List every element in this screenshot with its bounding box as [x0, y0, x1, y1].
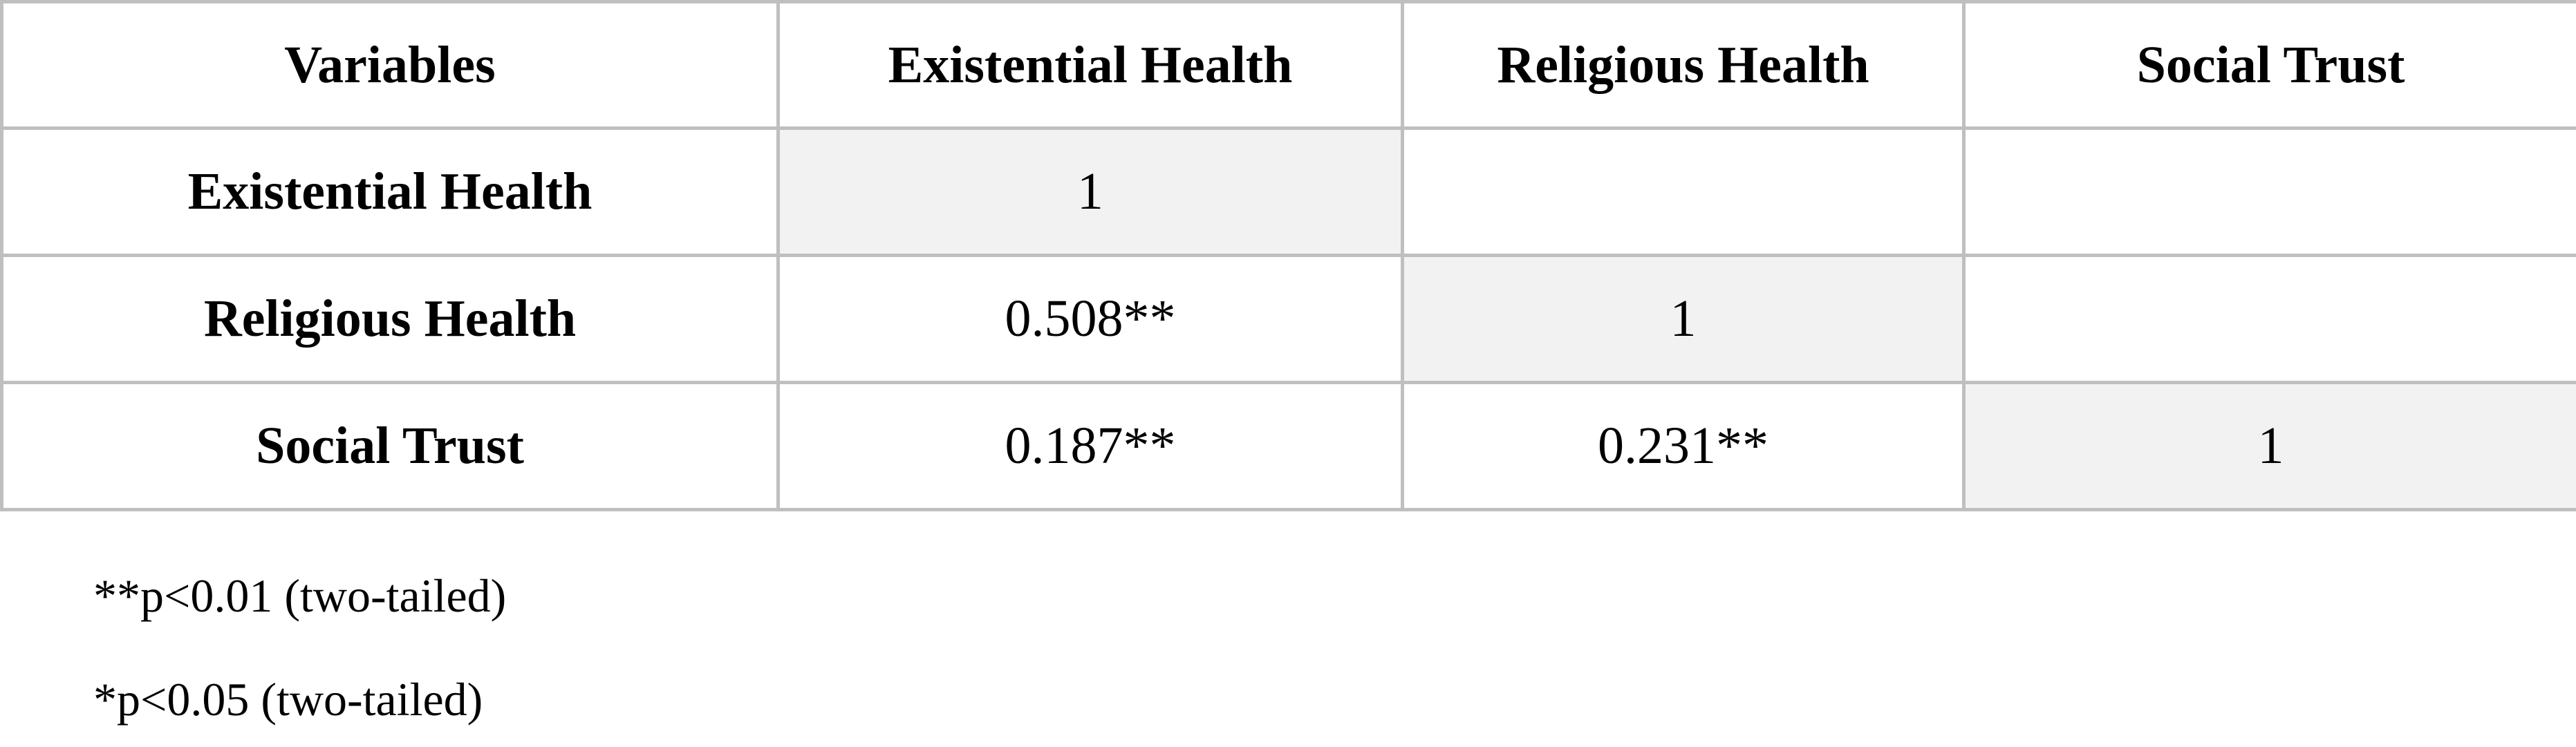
- footnote-p001: **p<0.01 (two-tailed): [93, 569, 507, 622]
- footnote-p005: *p<0.05 (two-tailed): [93, 673, 483, 726]
- table-row-social-trust: Social Trust 0.187** 0.231** 1: [0, 381, 2576, 511]
- header-cell-variables: Variables: [0, 0, 780, 130]
- header-row: Variables Existential Health Religious H…: [0, 0, 2576, 130]
- header-cell-existential-health: Existential Health: [776, 0, 1404, 130]
- row-label-religious-health: Religious Health: [0, 254, 780, 384]
- value-cell-existential-existential: 1: [776, 126, 1404, 257]
- value-cell-religious-religious: 1: [1401, 254, 1966, 384]
- header-cell-religious-health: Religious Health: [1401, 0, 1966, 130]
- value-cell-social-social: 1: [1962, 381, 2576, 511]
- table-row-religious-health: Religious Health 0.508** 1: [0, 254, 2576, 384]
- header-cell-social-trust: Social Trust: [1962, 0, 2576, 130]
- value-cell-religious-existential: 0.508**: [776, 254, 1404, 384]
- value-cell-existential-religious: [1401, 126, 1966, 257]
- correlation-table: Variables Existential Health Religious H…: [0, 0, 2576, 511]
- significance-footnotes: **p<0.01 (two-tailed) *p<0.05 (two-taile…: [93, 572, 2576, 723]
- value-cell-social-existential: 0.187**: [776, 381, 1404, 511]
- value-cell-social-religious: 0.231**: [1401, 381, 1966, 511]
- value-cell-existential-social: [1962, 126, 2576, 257]
- value-cell-religious-social: [1962, 254, 2576, 384]
- row-label-existential-health: Existential Health: [0, 126, 780, 257]
- table-row-existential-health: Existential Health 1: [0, 126, 2576, 257]
- row-label-social-trust: Social Trust: [0, 381, 780, 511]
